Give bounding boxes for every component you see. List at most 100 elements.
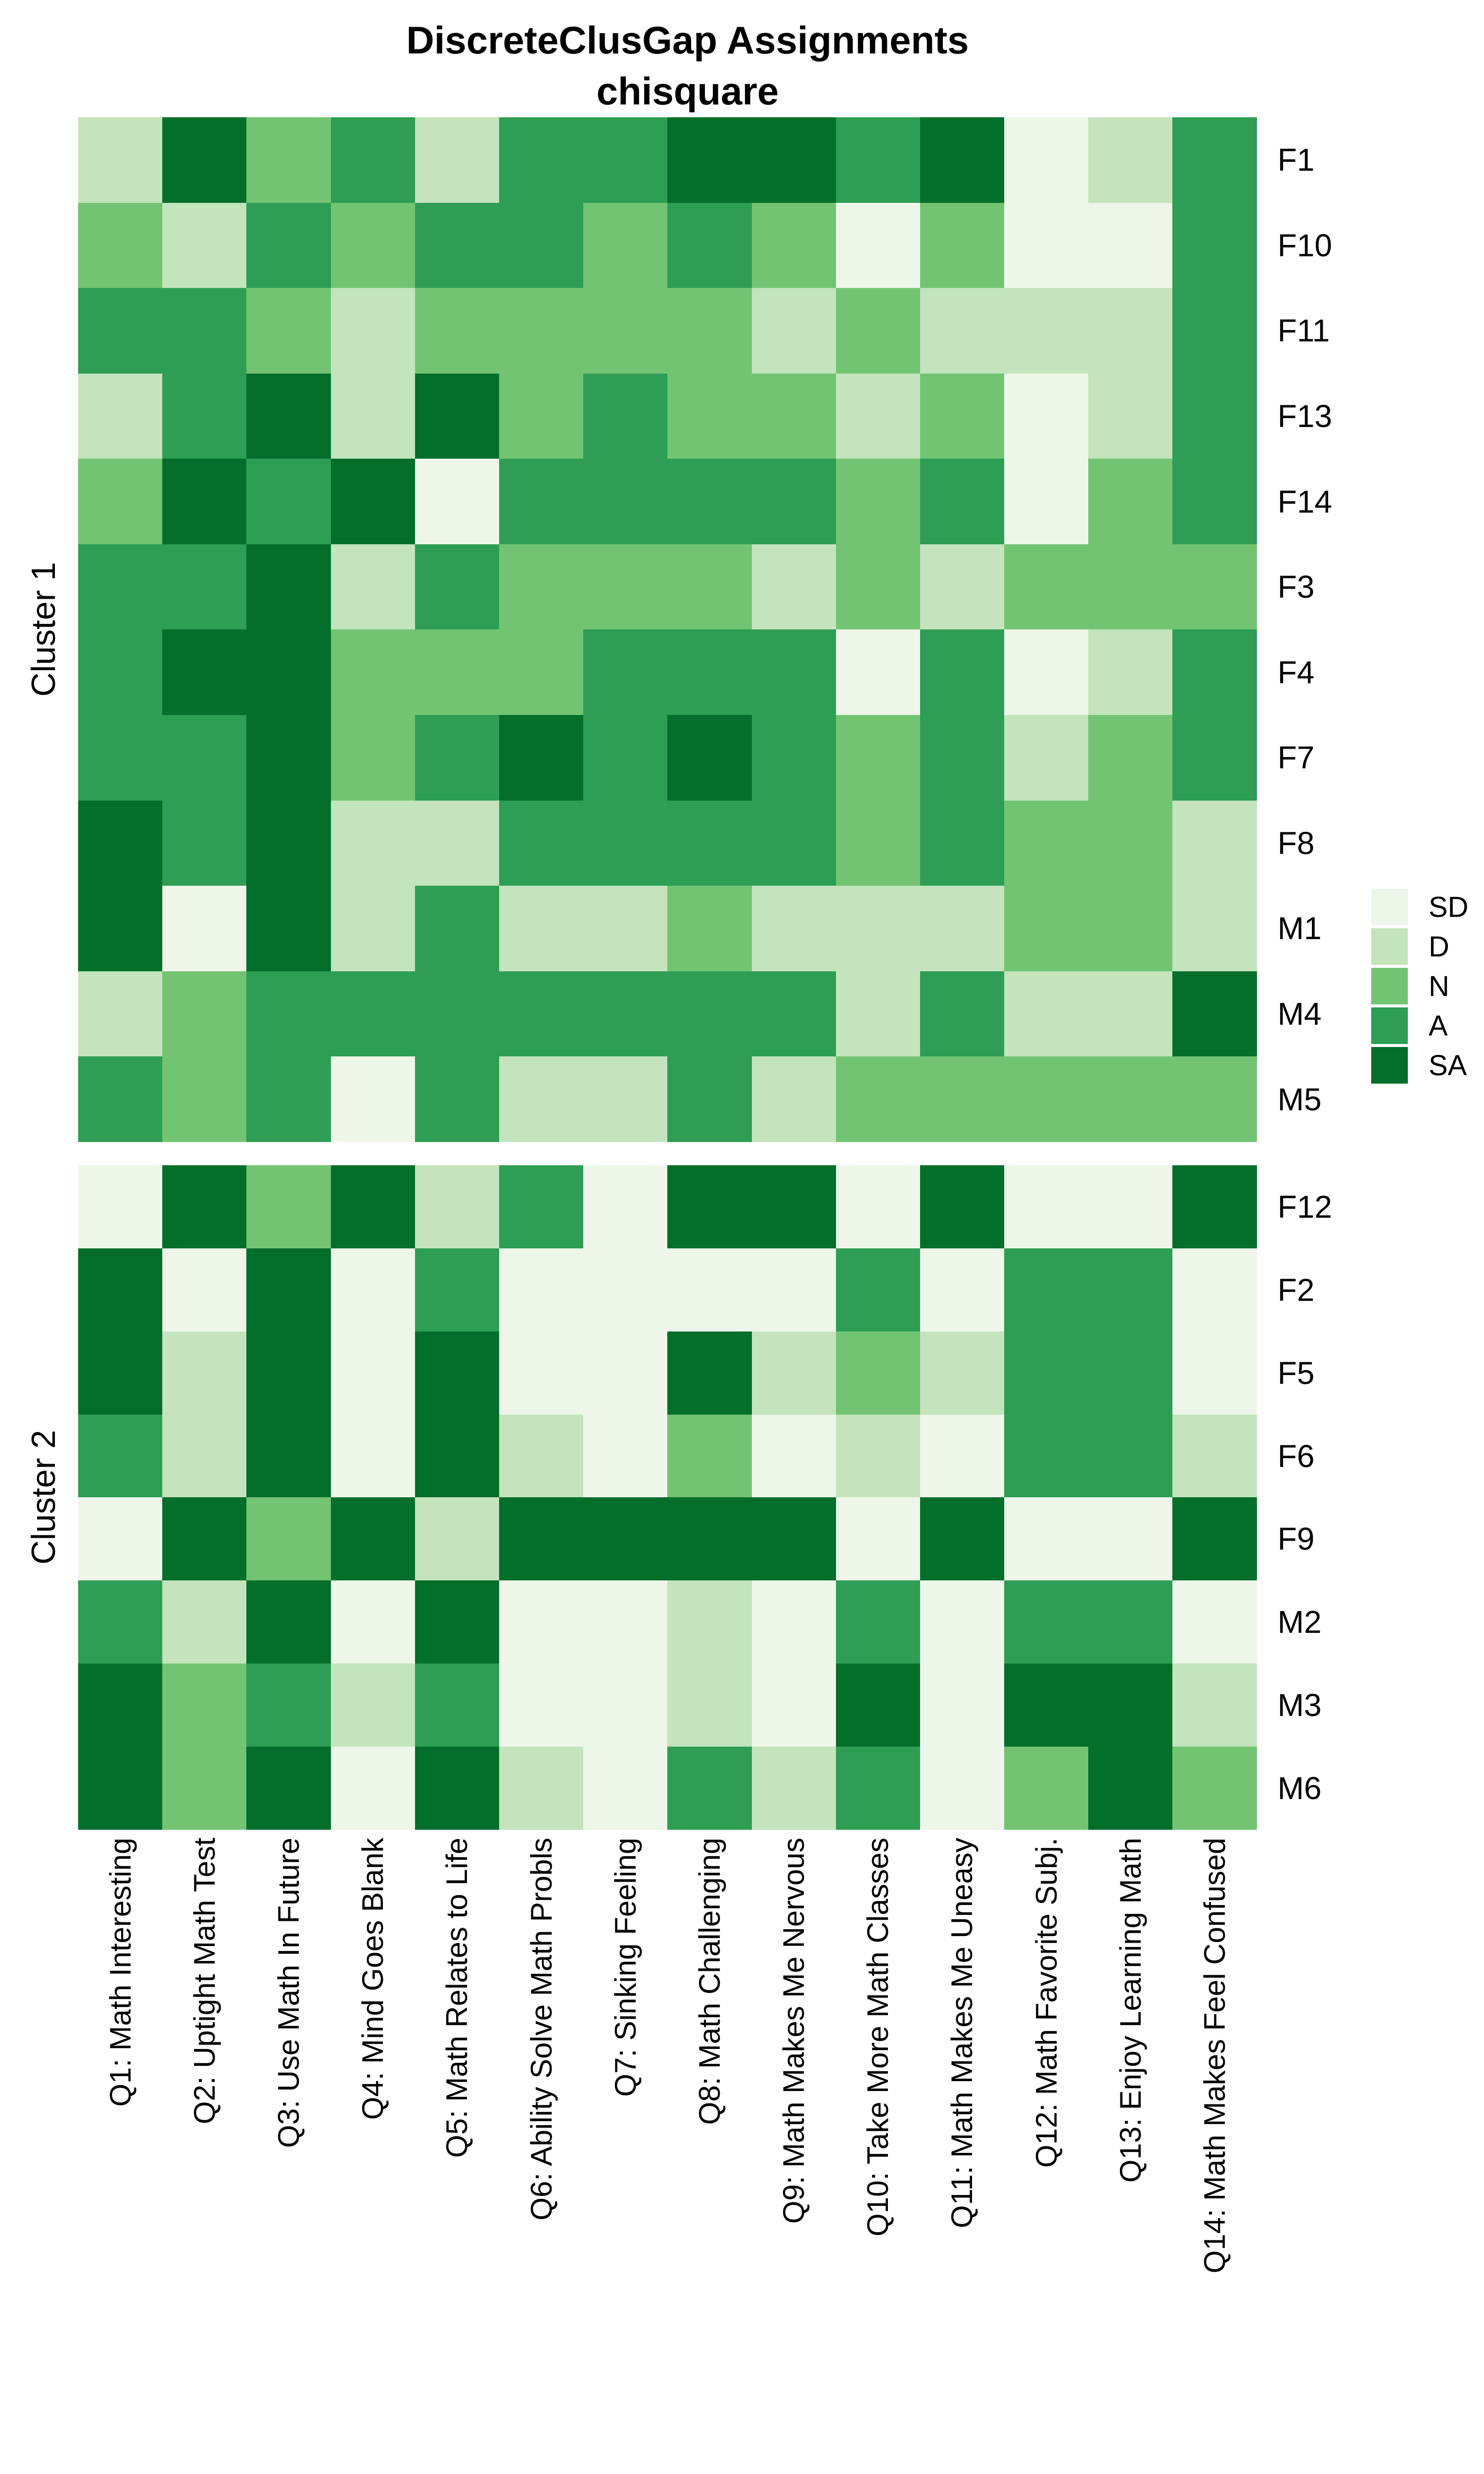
x-axis-label-Q12: Q12: Math Favorite Subj. — [1004, 1838, 1088, 2168]
heatmap-cell-M6-Q6 — [499, 1747, 584, 1830]
heatmap-cell-F13-Q8 — [667, 373, 752, 459]
heatmap-cell-M4-Q2 — [162, 971, 247, 1057]
x-axis-label-Q10: Q10: Take More Math Classes — [836, 1838, 920, 2236]
heatmap-cell-F9-Q13 — [1088, 1497, 1173, 1581]
heatmap-cell-F8-Q9 — [751, 800, 836, 886]
heatmap-cell-F4-Q10 — [835, 629, 920, 715]
heatmap-row-M1: M1 — [78, 886, 1332, 971]
heatmap-cell-M5-Q9 — [751, 1056, 836, 1142]
heatmap-cell-M6-Q14 — [1172, 1747, 1257, 1830]
legend-label-N: N — [1429, 970, 1449, 1002]
heatmap-cell-M1-Q3 — [246, 886, 331, 971]
x-axis-labels: Q1: Math Interesting Q2: Uptight Math Tes… — [78, 1838, 1257, 2273]
heatmap-cell-F10-Q3 — [246, 202, 331, 288]
legend-swatch-A — [1371, 1007, 1408, 1044]
heatmap-cell-F13-Q14 — [1172, 373, 1257, 459]
heatmap-cell-F9-Q8 — [667, 1497, 752, 1581]
heatmap-cell-M4-Q7 — [583, 971, 668, 1057]
heatmap-cell-M2-Q1 — [78, 1580, 163, 1664]
heatmap-cell-F5-Q14 — [1172, 1331, 1257, 1415]
y-axis-label-F11: F11 — [1277, 313, 1330, 349]
heatmap-cell-F7-Q13 — [1088, 715, 1173, 801]
heatmap-cell-M6-Q3 — [246, 1747, 331, 1830]
heatmap-cell-F10-Q10 — [835, 202, 920, 288]
heatmap-cell-F13-Q6 — [499, 373, 584, 459]
heatmap-cell-M5-Q7 — [583, 1056, 668, 1142]
heatmap-cell-M3-Q13 — [1088, 1664, 1173, 1747]
legend-entry-D: D — [1371, 928, 1469, 965]
heatmap-cell-F2-Q3 — [246, 1248, 331, 1332]
heatmap-cell-F5-Q7 — [583, 1331, 668, 1415]
heatmap-cell-F8-Q1 — [78, 800, 163, 886]
heatmap-row-F14: F14 — [78, 459, 1332, 544]
y-axis-label-F7: F7 — [1277, 740, 1315, 776]
heatmap-row-F13: F13 — [78, 373, 1332, 459]
heatmap-cell-F13-Q9 — [751, 373, 836, 459]
y-axis-label-M2: M2 — [1277, 1604, 1322, 1640]
heatmap-cell-M3-Q5 — [415, 1664, 499, 1747]
heatmap-cell-F12-Q8 — [667, 1165, 752, 1248]
heatmap-cell-F14-Q11 — [920, 459, 1005, 544]
heatmap-cell-F13-Q10 — [835, 373, 920, 459]
heatmap-cell-F4-Q9 — [751, 629, 836, 715]
heatmap-cell-M1-Q7 — [583, 886, 668, 971]
heatmap-cell-F13-Q13 — [1088, 373, 1173, 459]
heatmap-cell-F12-Q3 — [246, 1165, 331, 1248]
heatmap-cell-M1-Q6 — [499, 886, 584, 971]
heatmap-cell-F7-Q7 — [583, 715, 668, 801]
y-axis-label-F1: F1 — [1277, 142, 1315, 178]
heatmap-cell-F2-Q6 — [499, 1248, 584, 1332]
x-axis-label-Q7: Q7: Sinking Feeling — [583, 1838, 667, 2097]
heatmap-cell-F3-Q10 — [835, 544, 920, 630]
heatmap-cell-M6-Q10 — [835, 1747, 920, 1830]
legend-entry-N: N — [1371, 968, 1469, 1004]
heatmap-cell-F11-Q2 — [162, 288, 247, 374]
heatmap-cell-F5-Q8 — [667, 1331, 752, 1415]
heatmap-cell-F12-Q5 — [415, 1165, 499, 1248]
heatmap-cell-F10-Q8 — [667, 202, 752, 288]
heatmap-cell-F5-Q5 — [415, 1331, 499, 1415]
x-axis-label-text-Q2: Q2: Uptight Math Test — [187, 1838, 221, 2125]
heatmap-cell-M4-Q13 — [1088, 971, 1173, 1057]
heatmap-cell-F14-Q9 — [751, 459, 836, 544]
heatmap-cell-M4-Q1 — [78, 971, 163, 1057]
y-axis-label-F2: F2 — [1277, 1272, 1315, 1308]
heatmap-cell-F9-Q12 — [1004, 1497, 1089, 1581]
heatmap-cell-F5-Q11 — [920, 1331, 1005, 1415]
heatmap-cell-M6-Q13 — [1088, 1747, 1173, 1830]
heatmap-cell-F9-Q6 — [499, 1497, 584, 1581]
heatmap-cell-M1-Q4 — [330, 886, 415, 971]
legend-label-SA: SA — [1429, 1049, 1467, 1082]
heatmap-cell-F3-Q12 — [1004, 544, 1089, 630]
heatmap-cell-F2-Q11 — [920, 1248, 1005, 1332]
heatmap-cell-F2-Q4 — [330, 1248, 415, 1332]
heatmap-cell-F8-Q6 — [499, 800, 584, 886]
heatmap-cell-F3-Q1 — [78, 544, 163, 630]
heatmap-cell-F1-Q13 — [1088, 117, 1173, 203]
heatmap-cell-M3-Q10 — [835, 1664, 920, 1747]
legend-swatch-D — [1371, 928, 1408, 965]
legend-entry-SA: SA — [1371, 1047, 1469, 1084]
heatmap-cell-F8-Q4 — [330, 800, 415, 886]
heatmap-cell-F3-Q4 — [330, 544, 415, 630]
heatmap-cell-F9-Q10 — [835, 1497, 920, 1581]
heatmap-cell-M1-Q10 — [835, 886, 920, 971]
heatmap-cell-F8-Q10 — [835, 800, 920, 886]
heatmap-cell-F2-Q7 — [583, 1248, 668, 1332]
heatmap-cell-M2-Q12 — [1004, 1580, 1089, 1664]
heatmap-cell-F14-Q14 — [1172, 459, 1257, 544]
heatmap-cell-F1-Q5 — [415, 117, 499, 203]
x-axis-label-text-Q6: Q6: Ability Solve Math Probls — [524, 1838, 558, 2221]
heatmap-cell-F12-Q1 — [78, 1165, 163, 1248]
heatmap-cell-F7-Q1 — [78, 715, 163, 801]
chart-subtitle: chisquare — [596, 69, 779, 113]
heatmap-cell-F4-Q13 — [1088, 629, 1173, 715]
heatmap-cell-F11-Q13 — [1088, 288, 1173, 374]
heatmap-cell-M4-Q3 — [246, 971, 331, 1057]
heatmap-cell-F6-Q14 — [1172, 1414, 1257, 1498]
heatmap-row-F3: F3 — [78, 544, 1332, 630]
heatmap-cell-F11-Q11 — [920, 288, 1005, 374]
heatmap-cell-F11-Q14 — [1172, 288, 1257, 374]
heatmap-cell-M3-Q11 — [920, 1664, 1005, 1747]
y-axis-label-F10: F10 — [1277, 227, 1332, 263]
